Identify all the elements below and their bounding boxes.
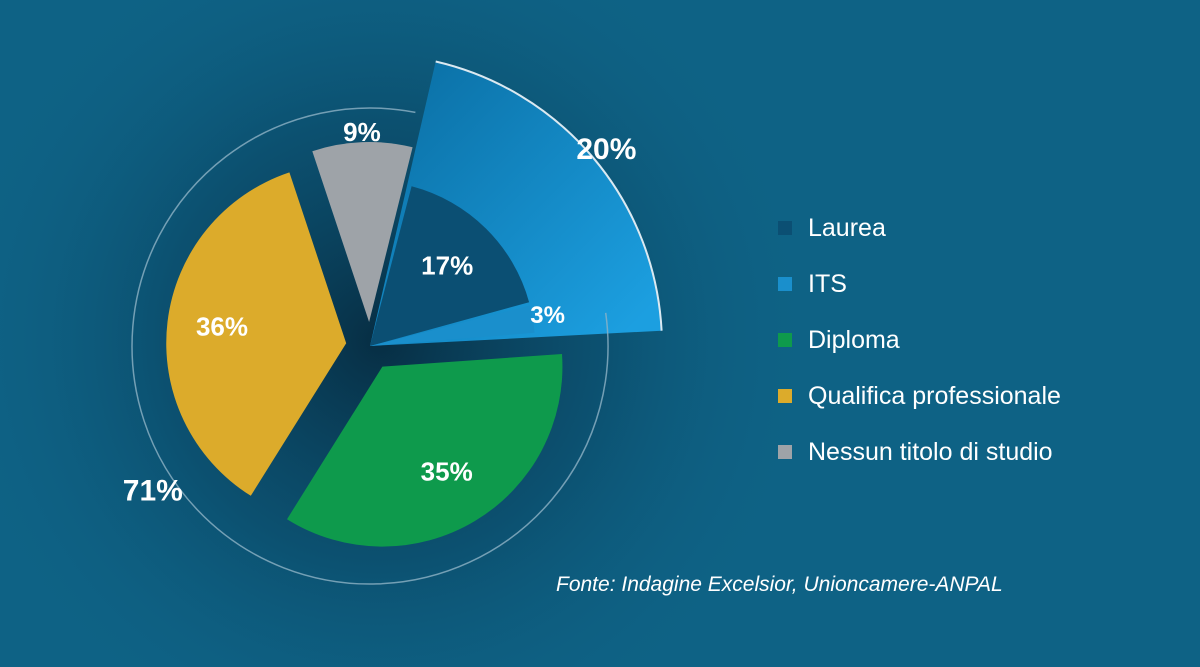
legend-item-laurea: Laurea: [778, 200, 1061, 256]
legend-item-qualifica: Qualifica professionale: [778, 368, 1061, 424]
legend-label-its: ITS: [808, 269, 847, 298]
legend-label-qualifica: Qualifica professionale: [808, 381, 1061, 410]
group-label-laurea-its: 20%: [576, 133, 636, 166]
slice-label-qualifica-professionale: 36%: [196, 311, 248, 341]
group-arc-laurea-its: [435, 60, 663, 331]
group-arc-rest: [131, 107, 609, 585]
legend-item-its: ITS: [778, 256, 1061, 312]
slice-label-nessun-titolo-di-studio: 9%: [343, 117, 381, 147]
legend-swatch-its: [778, 277, 792, 291]
group-label-rest: 71%: [123, 474, 183, 507]
pie-slice-its: [370, 305, 535, 346]
legend-label-laurea: Laurea: [808, 213, 886, 242]
legend-swatch-laurea: [778, 221, 792, 235]
slice-label-its: 3%: [530, 302, 565, 329]
pie-slice-diploma: [287, 354, 563, 547]
pie-slice-nessun-titolo-di-studio: [312, 141, 413, 322]
legend-item-nessun-titolo: Nessun titolo di studio: [778, 424, 1061, 480]
legend-item-diploma: Diploma: [778, 312, 1061, 368]
slice-label-laurea: 17%: [421, 251, 473, 281]
pie-slice-qualifica-professionale: [166, 172, 347, 496]
legend-swatch-diploma: [778, 333, 792, 347]
slice-label-diploma: 35%: [421, 457, 473, 487]
source-note: Fonte: Indagine Excelsior, Unioncamere-A…: [556, 573, 1003, 596]
legend-label-nessun-titolo: Nessun titolo di studio: [808, 437, 1053, 466]
legend-label-diploma: Diploma: [808, 325, 900, 354]
pie-slice-laurea: [370, 186, 530, 346]
legend: Laurea ITS Diploma Qualifica professiona…: [778, 200, 1061, 480]
legend-swatch-qualifica: [778, 389, 792, 403]
legend-swatch-nessun-titolo: [778, 445, 792, 459]
